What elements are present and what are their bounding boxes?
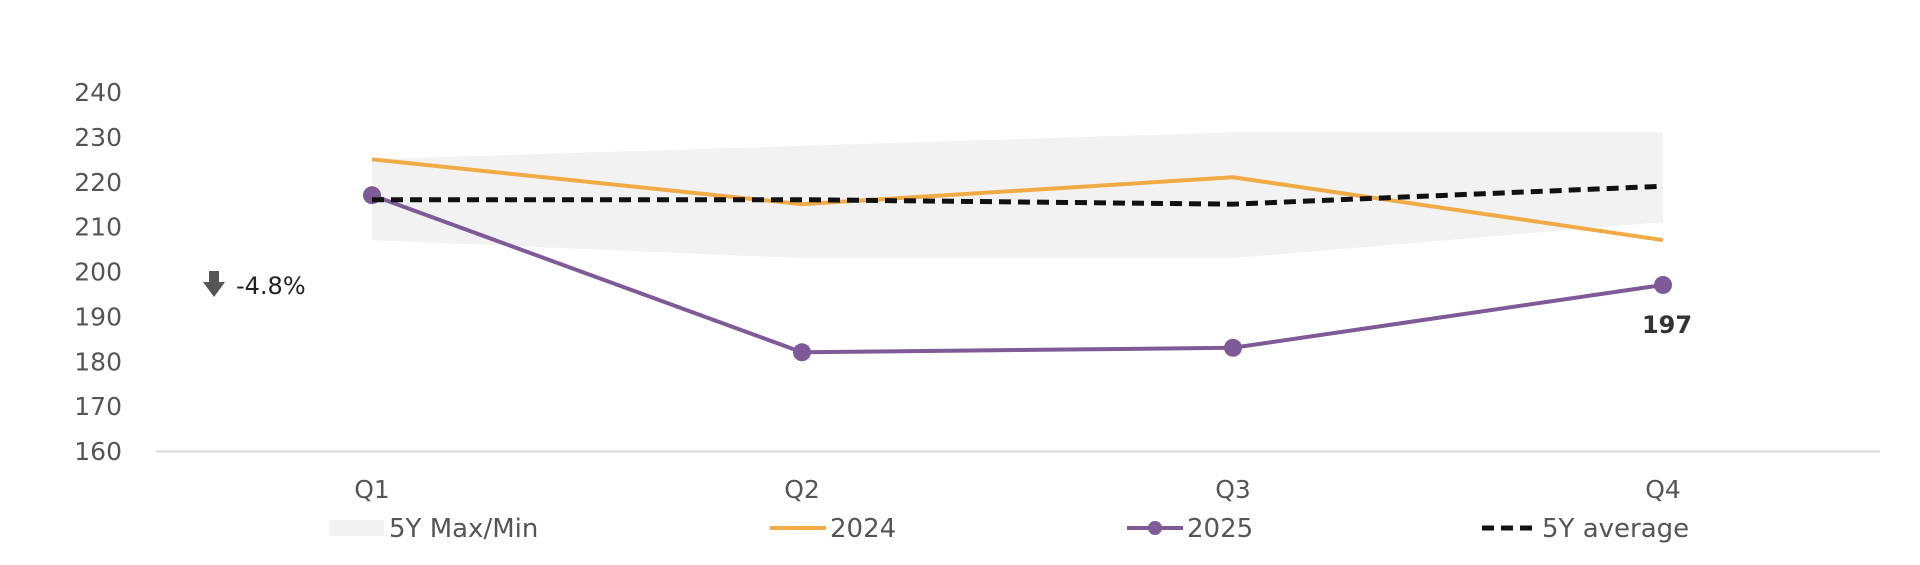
y-tick-label: 240 (74, 78, 122, 107)
series-point (1654, 275, 1672, 294)
series-layer (363, 157, 1672, 362)
x-tick-label: Q1 (354, 475, 390, 504)
series-line (371, 193, 1664, 355)
legend-swatch-band (329, 520, 384, 536)
change-annotation: -4.8% (236, 272, 306, 300)
y-tick-label: 200 (74, 258, 122, 287)
legend-swatch-marker (1148, 521, 1162, 535)
x-tick-label: Q4 (1645, 475, 1681, 504)
axis-layer: 160 170 180 190 200 210 220 230 240 Q1 Q2 Q3 Q4 (74, 78, 1880, 504)
legend-label: 2024 (830, 514, 896, 544)
y-tick-label: 160 (74, 437, 122, 466)
y-tick-label: 230 (74, 123, 122, 152)
series-point (793, 343, 811, 362)
x-tick-label: Q2 (784, 475, 820, 504)
legend-label: 5Y Max/Min (389, 514, 538, 544)
x-tick-label: Q3 (1215, 475, 1251, 504)
y-tick-label: 180 (74, 347, 122, 376)
series-line (371, 157, 1664, 243)
series-point (1224, 338, 1242, 357)
y-tick-label: 220 (74, 168, 122, 197)
arrow-down-icon (203, 270, 225, 297)
legend-label: 5Y average (1542, 514, 1689, 544)
y-tick-label: 190 (74, 302, 122, 331)
band-layer (372, 132, 1663, 259)
last-value-label: 197 (1642, 311, 1692, 339)
y-tick-label: 210 (74, 213, 122, 242)
legend-label: 2025 (1187, 514, 1253, 544)
y-tick-label: 170 (74, 392, 122, 421)
series-line (372, 183, 1664, 207)
band-area (372, 132, 1663, 259)
legend: 5Y Max/Min 2024 2025 5Y average (329, 514, 1689, 544)
annotation-layer: -4.8% 197 (203, 270, 1692, 339)
